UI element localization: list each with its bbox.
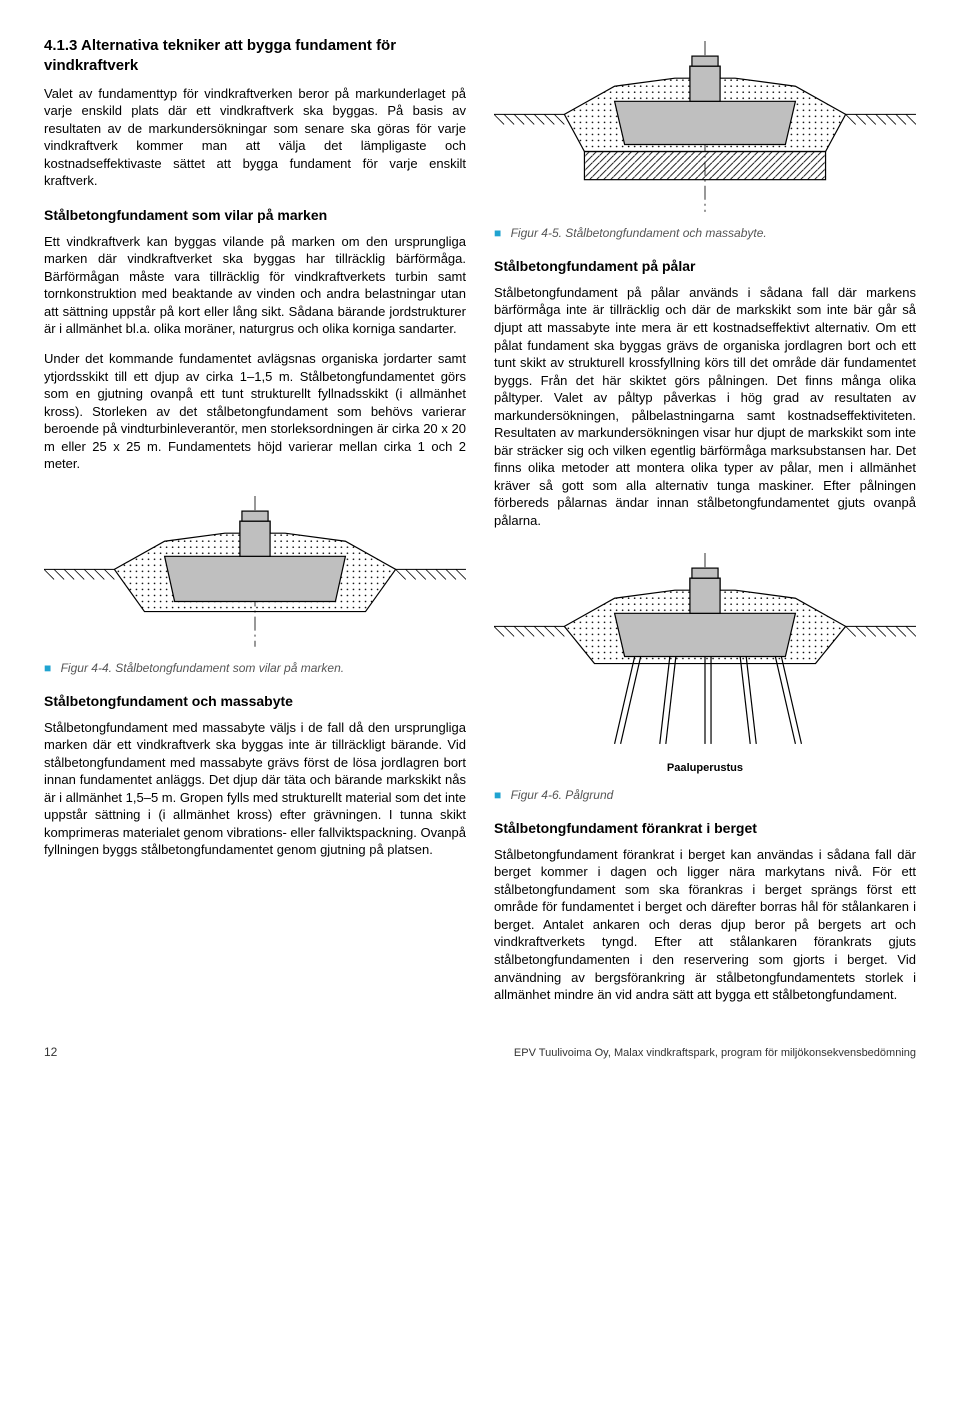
caption-text: Figur 4-5. Stålbetongfundament och massa… bbox=[511, 226, 767, 240]
caption-text: Figur 4-6. Pålgrund bbox=[511, 788, 614, 802]
sub2-p1: Stålbetongfundament med massabyte väljs … bbox=[44, 719, 466, 859]
sub1-p1: Ett vindkraftverk kan byggas vilande på … bbox=[44, 233, 466, 338]
figure-4-6: Paaluperustus bbox=[494, 548, 916, 779]
sub3-p1: Stålbetongfundament på pålar används i s… bbox=[494, 284, 916, 530]
sub3-heading: Stålbetongfundament på pålar bbox=[494, 257, 916, 276]
page-number: 12 bbox=[44, 1044, 57, 1060]
sub1-p2: Under det kommande fundamentet avlägsnas… bbox=[44, 350, 466, 473]
section-heading: 4.1.3 Alternativa tekniker att bygga fun… bbox=[44, 36, 466, 77]
caption-text: Figur 4-4. Stålbetongfundament som vilar… bbox=[61, 661, 344, 675]
sub4-heading: Stålbetongfundament förankrat i berget bbox=[494, 819, 916, 838]
footer-doc-title: EPV Tuulivoima Oy, Malax vindkraftspark,… bbox=[514, 1046, 916, 1061]
pile-label: Paaluperustus bbox=[667, 762, 743, 774]
section-title: Alternativa tekniker att bygga fundament… bbox=[44, 37, 396, 74]
sub1-heading: Stålbetongfundament som vilar på marken bbox=[44, 206, 466, 225]
intro-paragraph: Valet av fundamenttyp för vindkraftverke… bbox=[44, 85, 466, 190]
bullet-icon: ■ bbox=[494, 788, 501, 802]
pile-foundation-diagram: Paaluperustus bbox=[494, 548, 916, 779]
section-number: 4.1.3 bbox=[44, 37, 77, 54]
foundation-mass-exchange-diagram bbox=[494, 36, 916, 217]
figure-4-4-caption: ■ Figur 4-4. Stålbetongfundament som vil… bbox=[44, 660, 466, 676]
bullet-icon: ■ bbox=[44, 661, 51, 675]
bullet-icon: ■ bbox=[494, 226, 501, 240]
sub4-p1: Stålbetongfundament förankrat i berget k… bbox=[494, 846, 916, 1004]
figure-4-5 bbox=[494, 36, 916, 217]
figure-4-5-caption: ■ Figur 4-5. Stålbetongfundament och mas… bbox=[494, 225, 916, 241]
page-footer: 12 EPV Tuulivoima Oy, Malax vindkraftspa… bbox=[44, 1044, 916, 1061]
figure-4-4 bbox=[44, 491, 466, 652]
sub2-heading: Stålbetongfundament och massabyte bbox=[44, 692, 466, 711]
figure-4-6-caption: ■ Figur 4-6. Pålgrund bbox=[494, 787, 916, 803]
foundation-on-ground-diagram bbox=[44, 491, 466, 652]
